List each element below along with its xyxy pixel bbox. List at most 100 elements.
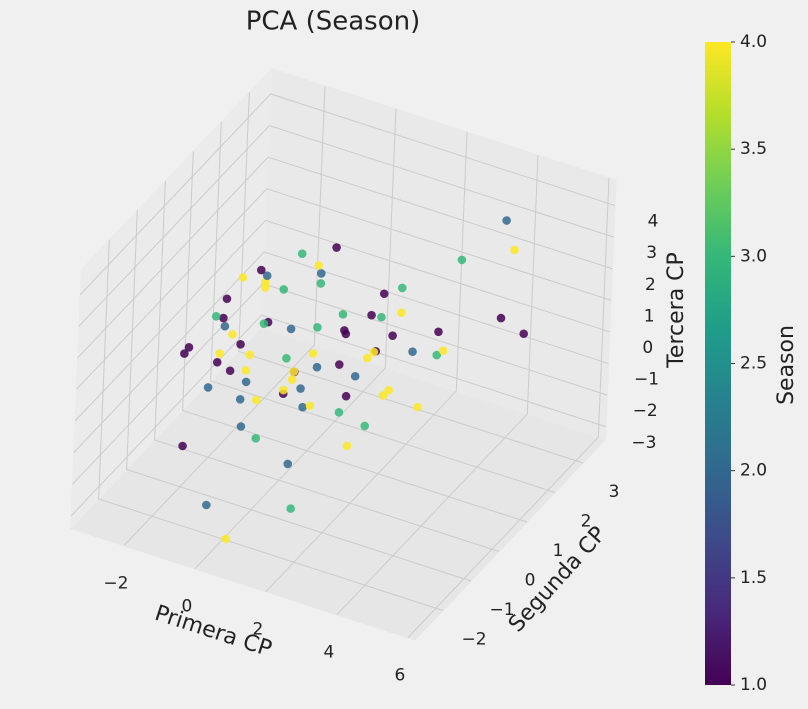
scatter-point <box>236 339 245 349</box>
colorbar <box>705 42 731 685</box>
scatter-point <box>398 283 407 293</box>
grid-line <box>74 219 610 422</box>
grid-line <box>238 92 584 464</box>
colorbar-tick-label: 1.5 <box>740 568 767 588</box>
scatter-point <box>379 289 389 299</box>
x-tick-label: 6 <box>394 666 405 686</box>
side-pane <box>70 67 273 530</box>
scatter-point <box>369 347 379 357</box>
scatter-point <box>519 329 529 339</box>
scatter-point <box>211 312 221 321</box>
colorbar-tick-label: 1.0 <box>740 675 767 695</box>
scatter-point <box>286 324 296 334</box>
grid-line <box>78 125 614 327</box>
grid-line <box>73 251 609 453</box>
colorbar-tick-label: 4.0 <box>740 32 767 52</box>
z-tick-label: −3 <box>631 433 656 453</box>
scatter-point <box>496 313 506 323</box>
scatter-point <box>238 273 248 282</box>
scatter-point <box>334 408 344 417</box>
scatter-point <box>259 319 269 328</box>
scatter-point <box>397 308 406 317</box>
grid-line <box>210 121 556 493</box>
scatter-point <box>340 326 349 335</box>
grid-line <box>98 239 444 611</box>
grid-line <box>194 108 397 570</box>
scatter-point <box>338 310 348 319</box>
scatter-point <box>178 441 187 451</box>
scatter-point <box>279 285 289 294</box>
scatter-point <box>296 384 305 393</box>
scatter-point <box>235 395 245 404</box>
chart-title: PCA (Season) <box>246 7 421 37</box>
scatter-point <box>335 360 344 369</box>
colorbar-tick-label: 2.5 <box>740 354 767 374</box>
scatter-point <box>362 353 372 363</box>
scatter-point <box>252 395 261 405</box>
grid-line <box>70 314 607 517</box>
scatter-point <box>245 350 255 360</box>
grid-line <box>265 131 468 593</box>
grid-line <box>76 188 612 390</box>
scatter-point <box>225 366 235 376</box>
scatter-point <box>502 216 511 225</box>
scatter-point <box>251 434 261 443</box>
z-axis-label: Tercera CP <box>664 252 689 369</box>
colorbar-tick-label: 3.0 <box>740 246 767 266</box>
scatter-point <box>308 349 318 358</box>
scatter-point <box>314 261 324 270</box>
y-tick-label: −2 <box>461 630 486 650</box>
scatter-point <box>350 371 360 381</box>
scatter-point <box>202 500 211 510</box>
scatter-point <box>228 330 237 339</box>
scatter-point <box>219 313 228 323</box>
grid-line <box>77 156 613 359</box>
grid-line <box>336 154 539 616</box>
scatter-point <box>317 269 326 278</box>
z-tick-label: 0 <box>642 338 653 358</box>
scatter-point <box>283 459 293 469</box>
z-tick-label: −1 <box>634 370 659 390</box>
scatter-point <box>222 294 232 304</box>
y-tick-label: −1 <box>489 600 514 620</box>
scatter-point <box>360 421 370 431</box>
scatter-point <box>342 441 352 451</box>
y-tick-label: 1 <box>553 541 564 561</box>
grid-line <box>126 210 472 582</box>
y-tick-label: 0 <box>525 571 536 591</box>
grid-line <box>123 85 326 547</box>
scatter-point <box>312 362 322 372</box>
y-tick-label: 3 <box>609 482 620 502</box>
scatter-point <box>408 347 417 356</box>
scatter-point <box>282 353 291 363</box>
grid-line <box>182 151 528 523</box>
x-tick-label: 2 <box>252 620 263 640</box>
grid-line <box>79 93 616 295</box>
colorbar-tick-label: 3.5 <box>740 139 767 159</box>
scatter-point <box>286 504 295 513</box>
scatter-point <box>510 245 519 255</box>
scatter-point <box>432 350 442 360</box>
x-tick-label: −2 <box>103 574 128 594</box>
scatter-point <box>434 327 443 337</box>
scatter-point <box>184 343 194 352</box>
colorbar-label: Season <box>774 325 799 405</box>
scatter-point <box>457 255 467 265</box>
z-tick-label: 1 <box>644 306 655 326</box>
scatter-point <box>262 271 272 280</box>
scatter-point <box>212 357 222 367</box>
x-tick-label: 4 <box>323 643 334 663</box>
x-tick-label: 0 <box>181 597 192 617</box>
scatter-point <box>256 265 266 275</box>
z-tick-label: 3 <box>646 243 657 263</box>
grid-line <box>154 180 500 552</box>
scatter-point <box>287 375 297 384</box>
scatter-point <box>260 283 270 292</box>
scatter-point <box>316 279 326 288</box>
scatter-point <box>413 402 422 412</box>
scatter-point <box>388 331 397 340</box>
scatter-point <box>279 385 288 395</box>
scatter-point <box>180 349 189 358</box>
scatter-point <box>384 385 393 395</box>
